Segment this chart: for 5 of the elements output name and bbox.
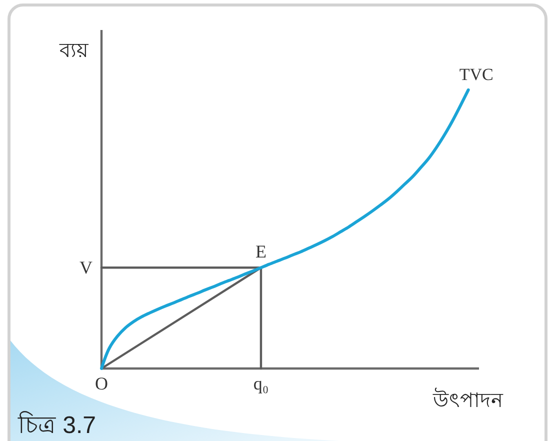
annotation: চিত্র 3.7 bbox=[18, 412, 96, 439]
annotation: V bbox=[80, 258, 92, 278]
y-axis-title: ব্যয় bbox=[60, 40, 88, 62]
x-axis-title: উৎপাদন bbox=[433, 390, 503, 412]
annotation: E bbox=[255, 242, 266, 262]
